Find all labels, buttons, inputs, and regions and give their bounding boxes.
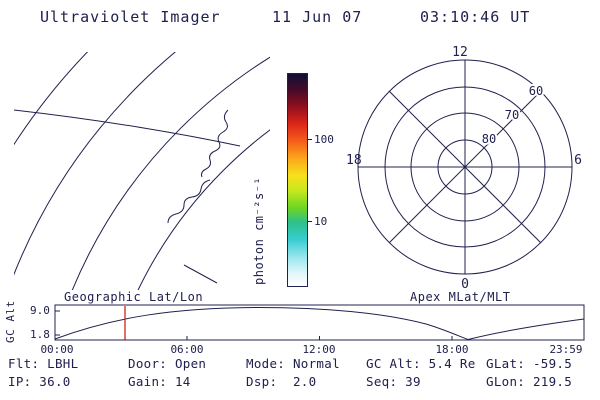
status-dsp: Dsp: 2.0	[246, 374, 317, 389]
mlt-label-0: 0	[461, 277, 469, 292]
header-date: 11 Jun 07	[272, 8, 363, 26]
mlat-ring-label-60: 60	[529, 84, 543, 98]
strip-xtick-0000: 00:00	[40, 343, 74, 356]
strip-xtick-2359: 23:59	[549, 343, 583, 356]
strip-plot-frame	[54, 304, 585, 341]
app-title: Ultraviolet Imager	[40, 8, 221, 26]
gc-alt-strip-chart	[54, 304, 585, 341]
colorbar-tick-label-10: 10	[314, 215, 328, 228]
coastline-path-upper	[201, 109, 229, 178]
polar-grid-spokes	[358, 60, 572, 274]
map-grid-arcs	[14, 52, 270, 290]
map-panel-caption: Geographic Lat/Lon	[64, 290, 204, 304]
colorbar-axis-label: photon cm⁻²s⁻¹	[252, 176, 266, 285]
colorbar-tick-10	[307, 221, 312, 222]
status-gc-alt: GC Alt: 5.4 Re	[366, 356, 476, 371]
gc-alt-curve	[54, 306, 585, 341]
status-glat: GLat: -59.5	[486, 356, 573, 371]
colorbar-gradient	[287, 73, 308, 287]
mlat-ring-label-80: 80	[482, 132, 496, 146]
geographic-map-plot	[14, 52, 270, 290]
coastline-path-lower	[167, 179, 211, 224]
colorbar-tick-100	[307, 139, 312, 140]
status-door: Door: Open	[128, 356, 207, 371]
mlt-label-12: 12	[452, 45, 468, 60]
strip-y-axis-title: GC Alt	[4, 300, 17, 343]
mlt-label-18: 18	[346, 153, 362, 168]
mlt-label-6: 6	[574, 153, 582, 168]
strip-ytick-min: 1.8	[30, 328, 50, 341]
status-flt: Flt: LBHL	[8, 356, 79, 371]
terminator-line	[14, 109, 241, 147]
strip-xtick-1800: 18:00	[435, 343, 469, 356]
status-seq: Seq: 39	[366, 374, 421, 389]
polar-panel-caption: Apex MLat/MLT	[410, 290, 511, 304]
strip-axis-ticks	[54, 310, 585, 340]
mlat-ring-label-70: 70	[505, 108, 519, 122]
coastline-stroke-bottom	[183, 264, 218, 284]
status-ip: IP: 36.0	[8, 374, 71, 389]
status-gain: Gain: 14	[128, 374, 191, 389]
colorbar-tick-label-100: 100	[314, 133, 334, 146]
strip-ytick-max: 9.0	[30, 304, 50, 317]
strip-xtick-1200: 12:00	[302, 343, 336, 356]
apex-polar-plot: 12 18 6 0 60 70 80	[346, 45, 582, 292]
strip-xtick-0600: 06:00	[170, 343, 204, 356]
header-time: 03:10:46 UT	[420, 8, 531, 26]
status-glon: GLon: 219.5	[486, 374, 573, 389]
status-mode: Mode: Normal	[246, 356, 340, 371]
